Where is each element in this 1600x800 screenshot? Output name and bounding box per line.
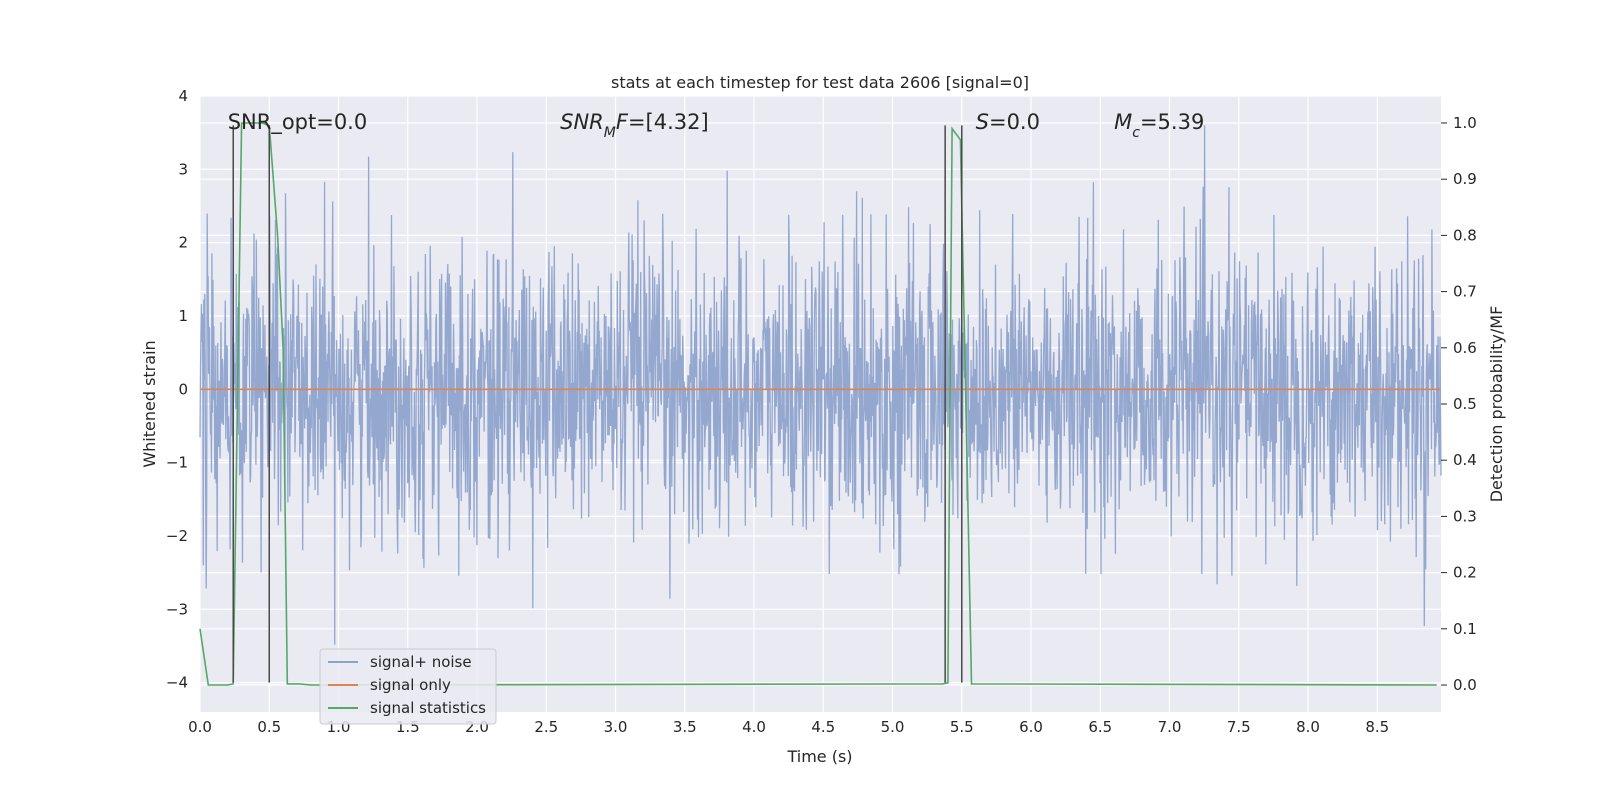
y-right-tick-label: 0.2 (1453, 564, 1477, 582)
legend-label-signal: signal only (370, 676, 451, 694)
legend-label-stats: signal statistics (370, 699, 486, 717)
y-tick-label: −3 (166, 600, 188, 618)
y-right-tick-label: 0.0 (1453, 676, 1477, 694)
y-tick-label: 3 (178, 160, 188, 178)
y-right-tick-label: 0.4 (1453, 451, 1477, 469)
x-tick-label: 7.5 (1227, 718, 1251, 736)
y-right-tick-label: 0.9 (1453, 170, 1477, 188)
y-tick-label: 2 (178, 234, 188, 252)
annotation-part: M (1114, 110, 1132, 134)
annotation-snr-mf: SNRMF=[4.32] (560, 110, 709, 141)
annotation-part: S (976, 110, 989, 134)
annotation-part: F (616, 110, 629, 134)
series-signal-noise (199, 125, 1442, 645)
y-right-tick-label: 0.6 (1453, 339, 1477, 357)
x-tick-label: 8.0 (1296, 718, 1320, 736)
x-tick-label: 8.5 (1365, 718, 1389, 736)
annotation-part: =5.39 (1140, 110, 1204, 134)
y-tick-label: 1 (178, 307, 188, 325)
series-layer (199, 122, 1442, 686)
x-axis-label: Time (s) (786, 747, 852, 766)
x-tick-label: 6.0 (1019, 718, 1043, 736)
y-tick-labels: 4 3 2 1 0 −1 −2 −3 −4 (166, 87, 188, 692)
y-right-tick-label: 0.5 (1453, 395, 1477, 413)
annotation-part: M (604, 125, 616, 141)
legend: signal+ noise signal only signal statist… (319, 648, 497, 725)
y-tick-label: −4 (166, 674, 188, 692)
y-tick-label: −1 (166, 454, 188, 472)
y-right-tick-label: 0.3 (1453, 507, 1477, 525)
annotation-part: c (1132, 125, 1140, 141)
annotation-part: SNR (560, 110, 604, 134)
y-tick-label: 4 (178, 87, 188, 105)
annotation-snr-opt: SNR_opt=0.0 (228, 110, 368, 135)
y-right-tick-label: 0.8 (1453, 226, 1477, 244)
chart-title: stats at each timestep for test data 260… (611, 73, 1029, 92)
y-right-tick-labels: 1.0 0.9 0.8 0.7 0.6 0.5 0.4 0.3 0.2 0.1 0.0 (1441, 114, 1477, 694)
grid (199, 95, 1441, 712)
x-tick-label: 3.5 (673, 718, 697, 736)
x-tick-label: 2.5 (534, 718, 558, 736)
x-tick-label: 5.5 (950, 718, 974, 736)
x-tick-label: 4.5 (811, 718, 835, 736)
y-tick-label: −2 (166, 527, 188, 545)
annotation-part: =0.0 (989, 110, 1040, 134)
x-tick-label: 0.5 (257, 718, 281, 736)
y-right-axis-label: Detection probability/MF (1487, 306, 1506, 503)
legend-box (319, 648, 497, 725)
x-tick-label: 7.0 (1158, 718, 1182, 736)
y-right-tick-label: 0.7 (1453, 283, 1477, 301)
annotation-mc-value: Mc=5.39 (1114, 110, 1204, 141)
x-tick-label: 3.0 (604, 718, 628, 736)
x-tick-label: 4.0 (742, 718, 766, 736)
series-signal-statistics (199, 122, 1437, 686)
y-axis-label: Whitened strain (140, 340, 159, 467)
legend-label-noise: signal+ noise (370, 653, 472, 671)
annotations: SNR_opt=0.0 SNRMF=[4.32] S=0.0 Mc=5.39 (228, 110, 1205, 141)
annotation-part: SNR_opt=0.0 (228, 110, 368, 135)
y-tick-label: 0 (178, 380, 188, 398)
y-right-tick-label: 1.0 (1453, 114, 1477, 132)
x-tick-label: 5.0 (881, 718, 905, 736)
x-tick-labels: 0.0 0.5 1.0 1.5 2.0 2.5 3.0 3.5 4.0 4.5 5.0 5.5 6.0 6… (188, 718, 1389, 736)
annotation-part: =[4.32] (628, 110, 709, 134)
x-tick-label: 0.0 (188, 718, 212, 736)
annotation-s-value: S=0.0 (976, 110, 1040, 134)
x-tick-label: 6.5 (1088, 718, 1112, 736)
y-right-tick-label: 0.1 (1453, 620, 1477, 638)
